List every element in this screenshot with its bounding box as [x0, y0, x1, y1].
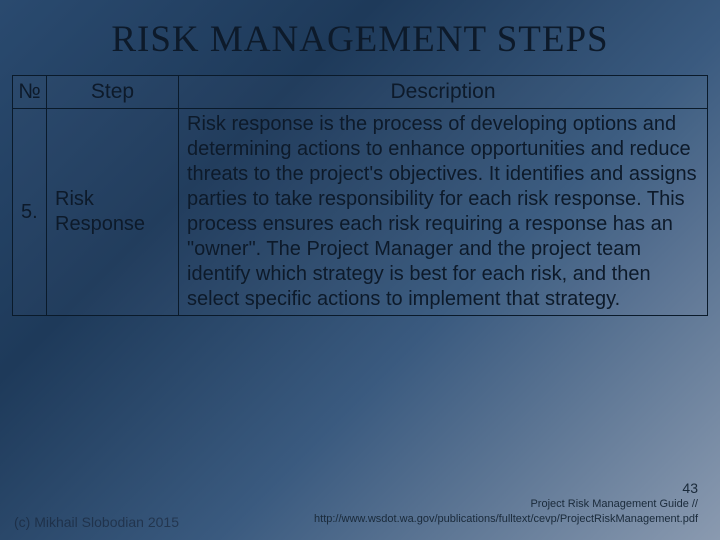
- table-row: 5. Risk Response Risk response is the pr…: [13, 109, 708, 316]
- source-line2: http://www.wsdot.wa.gov/publications/ful…: [314, 513, 698, 525]
- page-number: 43: [682, 480, 698, 496]
- cell-step: Risk Response: [47, 109, 179, 316]
- risk-steps-table: № Step Description 5. Risk Response Risk…: [12, 75, 708, 316]
- slide-title: RISK MANAGEMENT STEPS: [0, 0, 720, 75]
- copyright-text: (c) Mikhail Slobodian 2015: [14, 514, 179, 530]
- slide: RISK MANAGEMENT STEPS № Step Description…: [0, 0, 720, 540]
- header-num: №: [13, 76, 47, 109]
- table-container: № Step Description 5. Risk Response Risk…: [12, 75, 708, 316]
- cell-num: 5.: [13, 109, 47, 316]
- source-line1: Project Risk Management Guide //: [530, 498, 698, 510]
- cell-desc: Risk response is the process of developi…: [179, 109, 708, 316]
- source-citation: Project Risk Management Guide // http://…: [314, 497, 698, 526]
- header-step: Step: [47, 76, 179, 109]
- table-header-row: № Step Description: [13, 76, 708, 109]
- header-desc: Description: [179, 76, 708, 109]
